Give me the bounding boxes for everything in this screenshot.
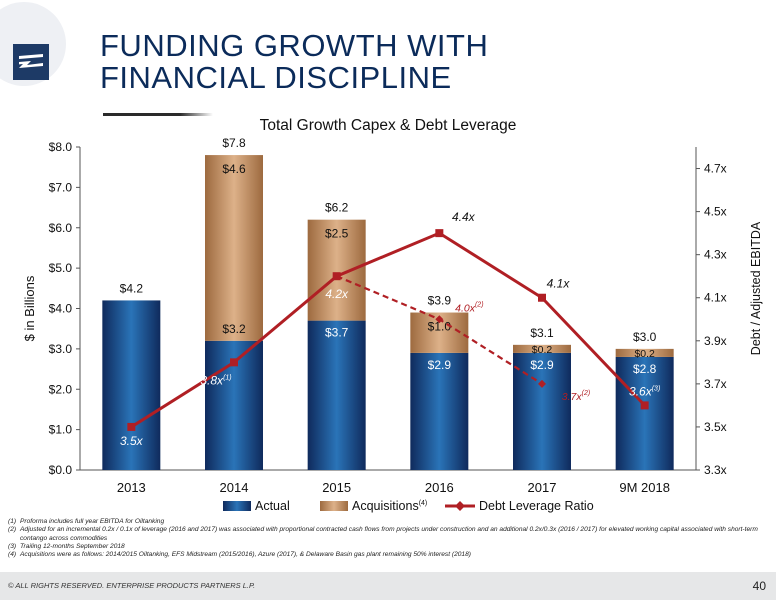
footnote-number: (1) — [8, 518, 17, 525]
page-title: FUNDING GROWTH WITH FINANCIAL DISCIPLINE — [100, 30, 488, 94]
page-title-line1: FUNDING GROWTH WITH — [100, 28, 489, 63]
footnote-text: Proforma includes full year EBITDA for O… — [20, 518, 165, 525]
leverage-label: 4.1x — [547, 277, 571, 291]
y2-tick-label: 3.7x — [704, 377, 727, 391]
y2-tick-label: 4.7x — [704, 162, 727, 176]
bar-total-label: $3.0 — [633, 330, 657, 344]
y-tick-label: $6.0 — [49, 221, 73, 235]
legend-line-marker — [455, 501, 465, 511]
title-underline — [103, 113, 213, 116]
y2-tick-label: 4.3x — [704, 248, 727, 262]
bar-actual-label: $2.9 — [428, 358, 452, 372]
x-category-label: 2015 — [322, 480, 351, 495]
page-number: 40 — [752, 579, 766, 593]
footnote-text: Acquisitions were as follows: 2014/2015 … — [20, 551, 471, 559]
leverage-marker — [230, 358, 238, 367]
leverage-label-footnote-ref: (1) — [223, 374, 232, 381]
y2-tick-label: 4.5x — [704, 205, 727, 219]
footnote-1: (1) Proforma includes full year EBITDA f… — [8, 518, 768, 526]
leverage-label-footnote-ref: (3) — [652, 385, 661, 392]
legend-actual-swatch — [223, 501, 251, 511]
bar-actual-label: $3.2 — [222, 322, 246, 336]
footnote-2: (2) Adjusted for an incremental 0.2x / 0… — [8, 526, 768, 543]
bar-actual-label: $2.9 — [530, 358, 554, 372]
leverage-label: 4.2x — [325, 287, 349, 301]
legend-acquisitions-label: Acquisitions(4) — [352, 499, 427, 513]
bar-total-label: $3.9 — [428, 294, 452, 308]
x-category-label: 2016 — [425, 480, 454, 495]
y-tick-label: $7.0 — [49, 180, 73, 194]
bar-acquisitions-label: $0.2 — [532, 344, 553, 356]
bar-actual — [102, 300, 161, 470]
y-tick-label: $0.0 — [49, 463, 73, 477]
legend-actual-label: Actual — [255, 499, 290, 513]
bar-total-label: $4.2 — [120, 281, 144, 295]
y-tick-label: $5.0 — [49, 261, 73, 275]
bar-acquisitions-label: $4.6 — [222, 162, 246, 176]
page-title-line2: FINANCIAL DISCIPLINE — [100, 60, 452, 95]
footnote-text: Adjusted for an incremental 0.2x / 0.1x … — [20, 526, 758, 542]
footnotes: (1) Proforma includes full year EBITDA f… — [8, 518, 768, 559]
y-axis-title: $ in Billions — [22, 275, 37, 341]
footnote-3: (3) Trailing 12-months September 2018 — [8, 543, 768, 551]
y2-tick-label: 4.1x — [704, 291, 727, 305]
company-logo — [13, 44, 49, 80]
bar-total-label: $7.8 — [222, 136, 246, 150]
bar-acquisitions — [307, 219, 366, 321]
leverage-marker — [332, 272, 341, 281]
logo-mark-icon — [19, 54, 43, 68]
footnote-number: (2) — [8, 526, 17, 534]
adjusted-leverage-label: 4.0x(2) — [455, 301, 483, 314]
leverage-line — [130, 231, 646, 429]
legend-line-label: Debt Leverage Ratio — [479, 499, 594, 513]
bar-actual-label: $2.8 — [633, 362, 657, 376]
footnote-number: (3) — [8, 542, 17, 550]
copyright-notice: © ALL RIGHTS RESERVED. ENTERPRISE PRODUC… — [8, 581, 256, 590]
legend-acquisitions-label-footnote-ref: (4) — [419, 500, 428, 507]
y-tick-label: $1.0 — [49, 423, 73, 437]
bar-total-label: $6.2 — [325, 201, 349, 215]
footer-bar: © ALL RIGHTS RESERVED. ENTERPRISE PRODUC… — [0, 572, 776, 600]
leverage-marker — [435, 229, 444, 238]
y2-tick-label: 3.9x — [704, 334, 727, 348]
chart-title: Total Growth Capex & Debt Leverage — [260, 117, 517, 134]
bar-total-label: $3.1 — [530, 326, 554, 340]
x-category-label: 9M 2018 — [619, 480, 670, 495]
y2-tick-label: 3.3x — [704, 463, 727, 477]
bar-acquisitions-label: $2.5 — [325, 227, 349, 241]
adjusted-leverage-label-footnote-ref: (2) — [475, 301, 484, 308]
y2-axis-title: Debt / Adjusted EBITDA — [749, 221, 763, 355]
leverage-marker — [538, 293, 546, 302]
leverage-marker — [640, 401, 649, 410]
adjusted-leverage-label-footnote-ref: (2) — [582, 390, 591, 397]
capex-leverage-chart: Total Growth Capex & Debt Leverage $0.0 $1… — [22, 117, 763, 513]
y-tick-label: $3.0 — [49, 342, 73, 356]
y2-tick-label: 3.5x — [704, 420, 727, 434]
adjusted-leverage-marker — [538, 379, 546, 388]
x-category-label: 2014 — [220, 480, 249, 495]
bar-actual — [615, 356, 674, 470]
y-tick-label: $8.0 — [49, 140, 73, 154]
bar-actual — [307, 320, 366, 470]
bar-acquisitions — [513, 344, 571, 353]
bar-actual — [410, 352, 469, 470]
x-category-label: 2013 — [117, 480, 146, 495]
bar-acquisitions-label: $1.0 — [428, 320, 452, 334]
bar-acquisitions-label: $0.2 — [634, 348, 655, 360]
adjusted-leverage-marker — [435, 315, 444, 324]
leverage-label: 3.5x — [120, 434, 144, 448]
y-tick-label: $4.0 — [49, 302, 73, 316]
x-category-label: 2017 — [528, 480, 557, 495]
footnote-4: (4) Acquisitions were as follows: 2014/2… — [8, 551, 768, 559]
bar-acquisitions — [615, 348, 674, 357]
legend-acquisitions-swatch — [320, 501, 348, 511]
bar-actual-label: $3.7 — [325, 326, 349, 340]
bar-acquisitions — [205, 155, 263, 341]
y-tick-label: $2.0 — [49, 382, 73, 396]
leverage-label: 4.4x — [452, 210, 476, 224]
adjusted-leverage-label: 3.7x(2) — [562, 390, 590, 403]
leverage-marker — [127, 422, 136, 431]
footnote-number: (4) — [8, 551, 17, 559]
footnote-text: Trailing 12-months September 2018 — [20, 542, 125, 550]
